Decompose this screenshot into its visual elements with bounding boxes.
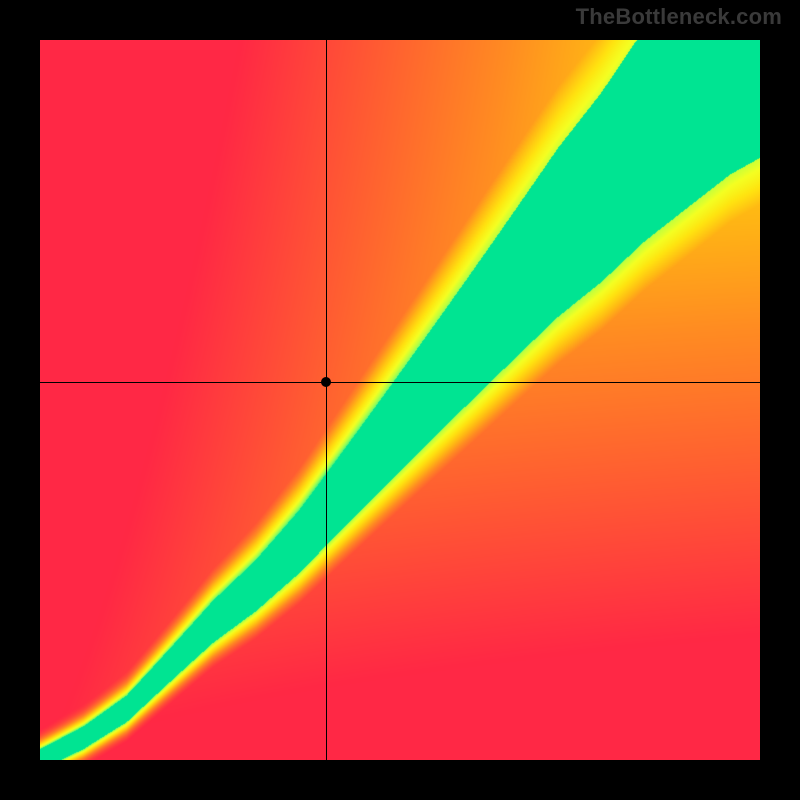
- outer-frame: TheBottleneck.com: [0, 0, 800, 800]
- watermark-text: TheBottleneck.com: [576, 4, 782, 30]
- chart-area: [40, 40, 760, 760]
- intersection-marker: [321, 377, 331, 387]
- heatmap-canvas: [40, 40, 760, 760]
- crosshair-horizontal: [40, 382, 760, 383]
- crosshair-vertical: [326, 40, 327, 760]
